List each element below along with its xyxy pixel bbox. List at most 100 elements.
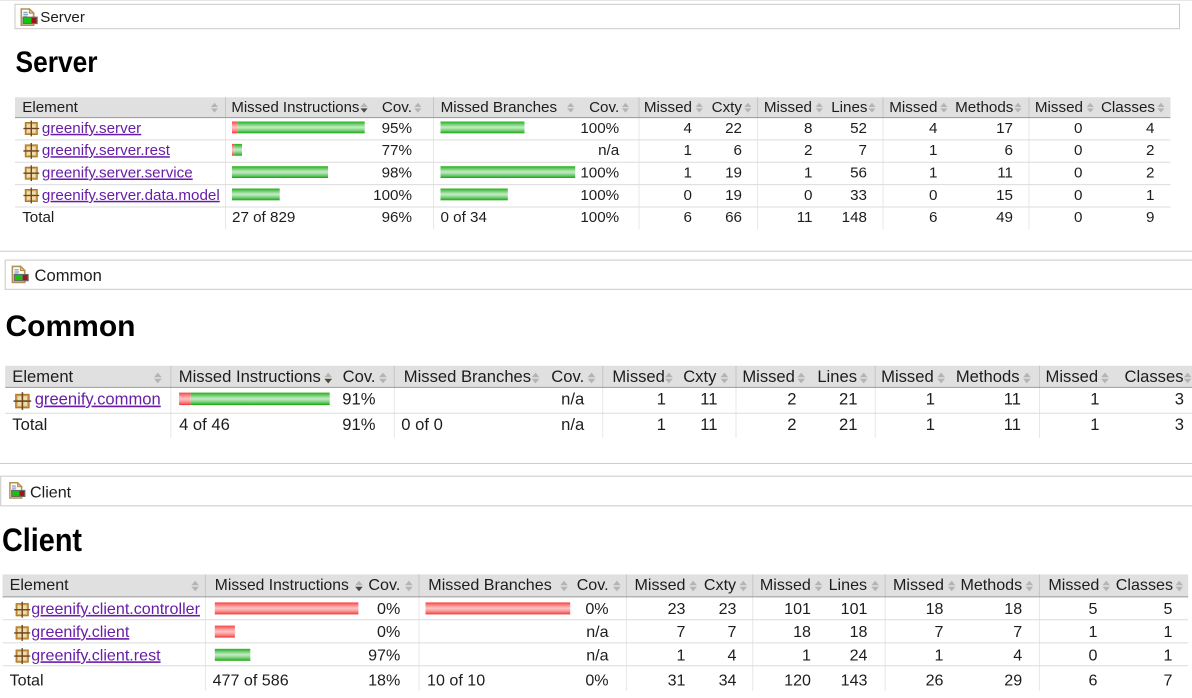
svg-text:18: 18 <box>850 623 868 641</box>
svg-text:143: 143 <box>841 672 868 690</box>
svg-text:11: 11 <box>997 165 1013 182</box>
svg-text:6: 6 <box>929 209 937 226</box>
svg-text:5: 5 <box>1089 600 1098 618</box>
svg-text:4: 4 <box>684 120 692 137</box>
svg-text:8: 8 <box>804 120 812 137</box>
svg-text:Element: Element <box>22 99 78 116</box>
svg-text:11: 11 <box>1004 390 1021 409</box>
svg-text:1: 1 <box>1089 623 1098 641</box>
svg-text:7: 7 <box>1013 623 1022 641</box>
svg-text:Total: Total <box>10 672 44 690</box>
svg-text:greenify.server.data.model: greenify.server.data.model <box>42 187 220 204</box>
svg-text:52: 52 <box>850 120 867 137</box>
svg-text:1: 1 <box>1090 390 1099 409</box>
svg-text:Cov.: Cov. <box>382 99 412 116</box>
svg-text:7: 7 <box>859 142 867 159</box>
svg-text:7: 7 <box>1164 672 1173 690</box>
svg-text:91%: 91% <box>342 415 375 434</box>
svg-text:0: 0 <box>804 187 812 204</box>
svg-text:Methods: Methods <box>960 576 1022 594</box>
svg-text:29: 29 <box>1004 672 1022 690</box>
svg-text:31: 31 <box>668 672 686 690</box>
svg-text:7: 7 <box>935 623 944 641</box>
svg-text:66: 66 <box>725 209 742 226</box>
svg-text:Missed: Missed <box>612 367 665 386</box>
svg-text:96%: 96% <box>382 209 412 226</box>
svg-text:Missed: Missed <box>1048 576 1099 594</box>
svg-text:100%: 100% <box>580 165 619 182</box>
svg-text:4: 4 <box>1146 120 1154 137</box>
svg-text:3: 3 <box>1175 415 1184 434</box>
svg-text:97%: 97% <box>368 646 400 664</box>
svg-text:17: 17 <box>996 120 1013 137</box>
svg-text:Cxty: Cxty <box>712 99 743 116</box>
svg-text:Element: Element <box>12 367 73 386</box>
svg-text:Server: Server <box>40 9 85 26</box>
svg-text:0: 0 <box>929 187 937 204</box>
svg-text:Classes: Classes <box>1116 576 1173 594</box>
svg-text:1: 1 <box>926 415 935 434</box>
svg-text:100%: 100% <box>580 209 619 226</box>
svg-text:95%: 95% <box>382 120 412 137</box>
svg-text:0: 0 <box>684 187 692 204</box>
svg-text:1: 1 <box>1164 646 1173 664</box>
svg-text:148: 148 <box>842 209 867 226</box>
svg-text:Missed: Missed <box>644 99 692 116</box>
svg-text:1: 1 <box>804 165 812 182</box>
svg-text:Cxty: Cxty <box>704 576 737 594</box>
svg-text:6: 6 <box>1089 672 1098 690</box>
svg-text:6: 6 <box>684 209 692 226</box>
svg-text:Lines: Lines <box>829 576 867 594</box>
svg-text:greenify.server: greenify.server <box>42 120 141 137</box>
svg-text:100%: 100% <box>373 187 412 204</box>
svg-text:23: 23 <box>668 600 686 618</box>
svg-text:1: 1 <box>935 646 944 664</box>
svg-text:2: 2 <box>1146 142 1154 159</box>
svg-text:1: 1 <box>929 142 937 159</box>
svg-text:1: 1 <box>802 646 811 664</box>
svg-text:Element: Element <box>10 576 70 594</box>
svg-text:0: 0 <box>1074 187 1082 204</box>
svg-text:3: 3 <box>1175 390 1184 409</box>
svg-text:Missed Branches: Missed Branches <box>404 367 531 386</box>
svg-text:Cxty: Cxty <box>683 367 717 386</box>
svg-text:0: 0 <box>1074 209 1082 226</box>
svg-text:Missed Branches: Missed Branches <box>428 576 551 594</box>
svg-text:n/a: n/a <box>586 646 608 664</box>
svg-text:9: 9 <box>1146 209 1154 226</box>
svg-text:greenify.common: greenify.common <box>35 390 161 409</box>
svg-text:0: 0 <box>1074 165 1082 182</box>
svg-text:Cov.: Cov. <box>551 367 584 386</box>
svg-text:98%: 98% <box>382 165 412 182</box>
svg-text:101: 101 <box>841 600 868 618</box>
svg-text:33: 33 <box>850 187 867 204</box>
svg-text:Cov.: Cov. <box>589 99 619 116</box>
svg-text:n/a: n/a <box>586 623 608 641</box>
svg-text:0: 0 <box>1089 646 1098 664</box>
svg-text:Missed Instructions: Missed Instructions <box>179 367 321 386</box>
svg-text:2: 2 <box>804 142 812 159</box>
svg-text:18: 18 <box>926 600 944 618</box>
svg-text:Lines: Lines <box>831 99 868 116</box>
svg-text:0%: 0% <box>585 600 608 618</box>
svg-text:11: 11 <box>700 415 717 434</box>
svg-text:1: 1 <box>1164 623 1173 641</box>
svg-text:34: 34 <box>719 672 737 690</box>
svg-text:1: 1 <box>926 390 935 409</box>
svg-text:Client: Client <box>30 484 72 502</box>
svg-text:21: 21 <box>839 415 857 434</box>
svg-text:49: 49 <box>996 209 1013 226</box>
svg-text:Missed: Missed <box>742 367 795 386</box>
svg-text:77%: 77% <box>382 142 412 159</box>
svg-text:Common: Common <box>6 310 136 343</box>
svg-text:Total: Total <box>22 209 54 226</box>
svg-text:greenify.client: greenify.client <box>31 623 130 641</box>
svg-text:1: 1 <box>684 142 692 159</box>
svg-text:Cov.: Cov. <box>577 576 609 594</box>
svg-text:n/a: n/a <box>561 390 585 409</box>
svg-text:477 of 586: 477 of 586 <box>213 672 289 690</box>
svg-text:27 of 829: 27 of 829 <box>232 209 295 226</box>
svg-text:18%: 18% <box>368 672 400 690</box>
svg-text:18: 18 <box>793 623 811 641</box>
svg-text:Missed Instructions: Missed Instructions <box>215 576 349 594</box>
